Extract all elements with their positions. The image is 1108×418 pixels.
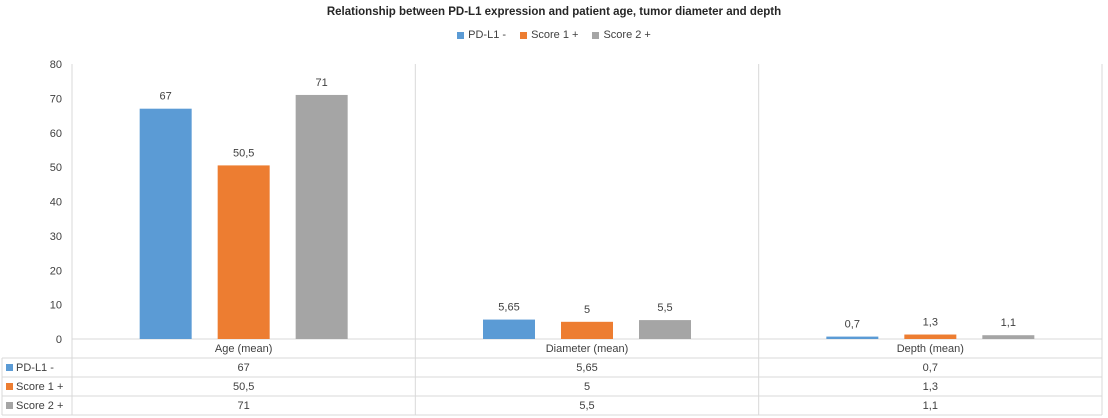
table-cell: 0,7	[923, 362, 938, 374]
legend-label: PD-L1 -	[468, 29, 507, 41]
table-cell: 1,1	[923, 400, 938, 412]
y-tick-label: 80	[50, 59, 62, 71]
data-label: 0,7	[845, 319, 860, 331]
table-legend-swatch	[6, 402, 13, 409]
category-label: Diameter (mean)	[546, 343, 629, 355]
bar	[561, 321, 613, 339]
bar	[483, 319, 535, 339]
y-tick-label: 60	[50, 128, 62, 140]
data-label: 50,5	[233, 147, 254, 159]
data-label: 5,5	[657, 302, 672, 314]
bar	[295, 94, 348, 339]
bar	[904, 334, 957, 339]
data-label: 5	[584, 304, 590, 316]
data-label: 1,3	[923, 317, 938, 329]
table-cell: 71	[238, 400, 250, 412]
table-series-label: Score 2 +	[16, 400, 63, 412]
table-cell: 5	[584, 381, 590, 393]
bar	[639, 320, 691, 339]
legend-item: Score 2 +	[592, 29, 651, 41]
data-label: 1,1	[1001, 317, 1016, 329]
legend-swatch	[520, 31, 528, 39]
y-tick-label: 50	[50, 162, 62, 174]
legend: PD-L1 - Score 1 + Score 2 +	[0, 29, 1108, 41]
data-label: 5,65	[498, 302, 519, 314]
table-legend-swatch	[6, 364, 13, 371]
y-tick-label: 10	[50, 300, 62, 312]
bar	[982, 335, 1035, 339]
bar	[217, 165, 270, 339]
bar	[826, 336, 879, 339]
data-label: 71	[316, 77, 328, 89]
table-series-label: PD-L1 -	[16, 362, 54, 374]
table-cell: 1,3	[923, 381, 938, 393]
legend-label: Score 1 +	[531, 29, 579, 41]
bar	[139, 108, 192, 339]
y-tick-label: 20	[50, 265, 62, 277]
table-cell: 5,5	[579, 400, 594, 412]
y-tick-label: 30	[50, 231, 62, 243]
legend-swatch	[592, 31, 600, 39]
chart-title: Relationship between PD-L1 expression an…	[326, 6, 782, 18]
table-cell: 67	[238, 362, 250, 374]
table-cell: 50,5	[233, 381, 254, 393]
legend-item: PD-L1 -	[457, 29, 506, 41]
y-tick-label: 0	[56, 334, 62, 346]
y-tick-label: 70	[50, 93, 62, 105]
category-label: Age (mean)	[215, 343, 272, 355]
table-series-label: Score 1 +	[16, 381, 63, 393]
category-label: Depth (mean)	[897, 343, 964, 355]
legend-label: Score 2 +	[603, 29, 651, 41]
y-tick-label: 40	[50, 197, 62, 209]
data-label: 67	[160, 91, 172, 103]
table-cell: 5,65	[576, 362, 597, 374]
legend-item: Score 1 +	[520, 29, 578, 41]
table-legend-swatch	[6, 383, 13, 390]
legend-swatch	[457, 31, 465, 39]
